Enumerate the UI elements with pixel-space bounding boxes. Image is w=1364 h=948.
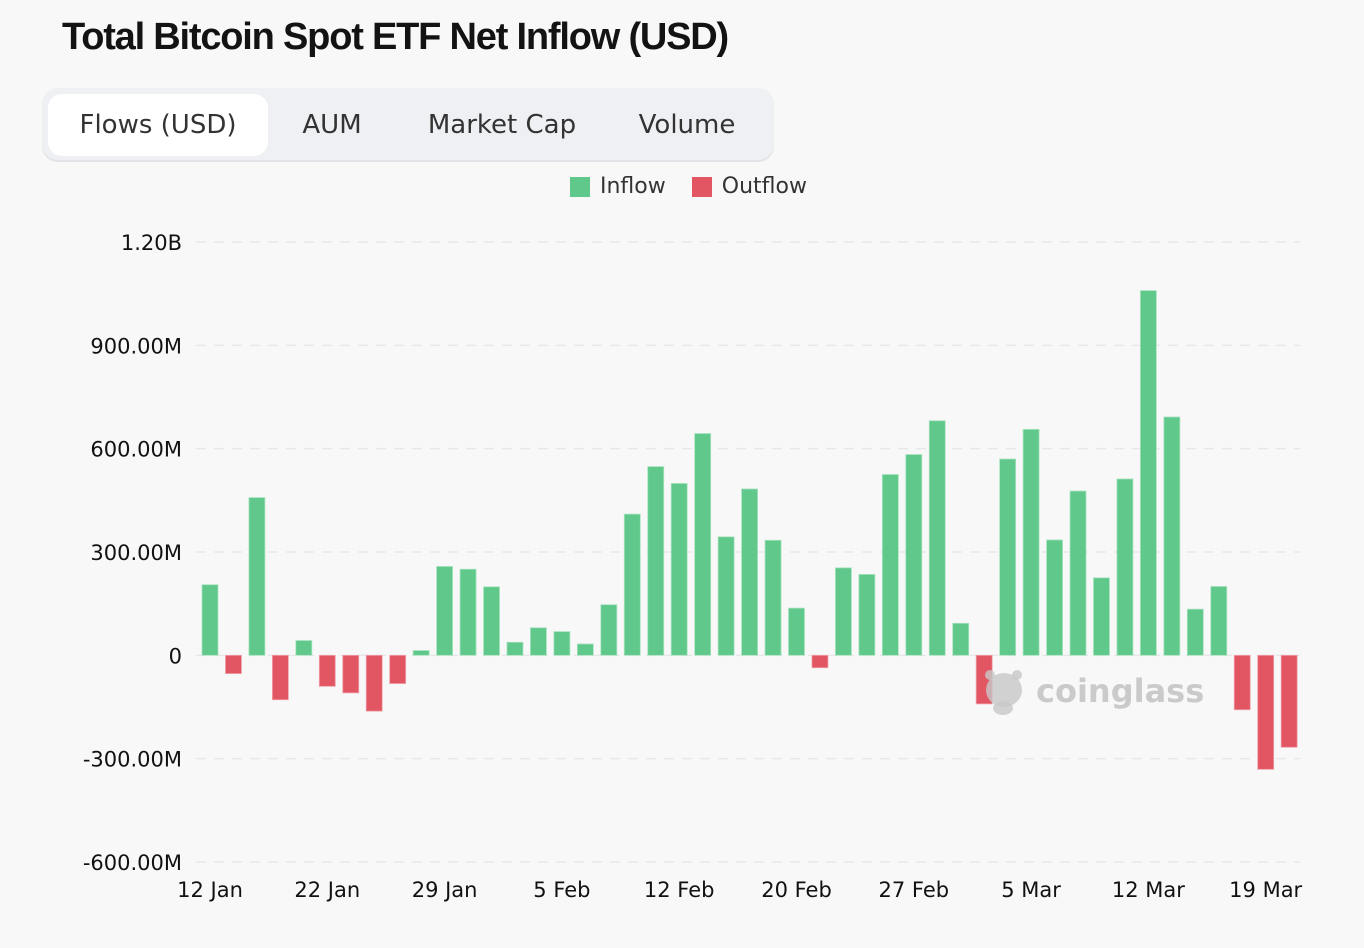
bar-inflow[interactable] bbox=[717, 536, 735, 656]
bar-inflow[interactable] bbox=[506, 641, 524, 656]
bar-inflow[interactable] bbox=[576, 643, 594, 656]
bar-inflow[interactable] bbox=[741, 488, 758, 656]
bar-inflow[interactable] bbox=[1163, 416, 1181, 656]
bar-inflow[interactable] bbox=[623, 513, 641, 656]
y-tick-label: -600.00M bbox=[83, 851, 182, 875]
bar-inflow[interactable] bbox=[436, 566, 454, 656]
y-tick-label: -300.00M bbox=[83, 748, 182, 772]
bar-outflow[interactable] bbox=[389, 654, 407, 684]
y-tick-label: 0 bbox=[169, 644, 182, 668]
bar-inflow[interactable] bbox=[647, 466, 665, 656]
bar-inflow[interactable] bbox=[788, 607, 805, 656]
bar-inflow[interactable] bbox=[1210, 586, 1228, 656]
y-tick-label: 600.00M bbox=[90, 438, 182, 462]
bar-inflow[interactable] bbox=[459, 568, 477, 656]
bar-inflow[interactable] bbox=[952, 622, 970, 656]
bar-inflow[interactable] bbox=[1093, 577, 1110, 656]
bar-inflow[interactable] bbox=[1046, 539, 1063, 656]
watermark-text: coinglass bbox=[1036, 672, 1204, 710]
x-tick-label: 27 Feb bbox=[879, 878, 950, 902]
legend-swatch-inflow bbox=[570, 176, 590, 197]
tab-market-cap[interactable]: Market Cap bbox=[427, 110, 577, 140]
legend-swatch-outflow bbox=[691, 176, 712, 197]
tab-aum[interactable]: AUM bbox=[302, 110, 362, 140]
x-tick-label: 12 Feb bbox=[644, 878, 715, 902]
bar-inflow[interactable] bbox=[881, 474, 899, 656]
bar-inflow[interactable] bbox=[928, 420, 946, 656]
bar-outflow[interactable] bbox=[365, 654, 383, 712]
coinglass-logo-icon bbox=[985, 670, 1022, 715]
bar-inflow[interactable] bbox=[999, 458, 1017, 656]
bar-inflow[interactable] bbox=[412, 650, 430, 656]
tab-flows[interactable]: Flows (USD) bbox=[48, 94, 268, 156]
bar-outflow[interactable] bbox=[1257, 654, 1275, 770]
bar-inflow[interactable] bbox=[248, 497, 266, 656]
bar-inflow[interactable] bbox=[1140, 290, 1157, 656]
bar-outflow[interactable] bbox=[1233, 654, 1251, 711]
bar-inflow[interactable] bbox=[553, 631, 571, 656]
bar-inflow[interactable] bbox=[1116, 478, 1134, 656]
x-tick-label: 20 Feb bbox=[761, 878, 832, 902]
y-tick-label: 900.00M bbox=[90, 334, 182, 358]
bar-outflow[interactable] bbox=[271, 654, 289, 701]
bar-outflow[interactable] bbox=[1280, 654, 1298, 748]
x-tick-label: 22 Jan bbox=[294, 878, 360, 902]
legend-label-inflow: Inflow bbox=[600, 174, 666, 199]
bar-outflow[interactable] bbox=[811, 654, 829, 669]
x-tick-label: 19 Mar bbox=[1229, 878, 1302, 902]
x-tick-label: 5 Feb bbox=[533, 878, 590, 902]
tab-volume[interactable]: Volume bbox=[638, 110, 736, 140]
y-axis: 1.20B 900.00M 600.00M 300.00M 0 -300.00M -600.… bbox=[83, 231, 182, 875]
watermark: coinglass bbox=[985, 670, 1204, 715]
legend-item-outflow[interactable]: Outflow bbox=[691, 174, 807, 199]
bar-inflow[interactable] bbox=[764, 539, 782, 656]
legend-label-outflow: Outflow bbox=[721, 174, 807, 199]
page-title: Total Bitcoin Spot ETF Net Inflow (USD) bbox=[62, 16, 729, 58]
bar-inflow[interactable] bbox=[905, 454, 923, 656]
x-tick-label: 29 Jan bbox=[412, 878, 478, 902]
bar-inflow[interactable] bbox=[530, 627, 547, 656]
bar-inflow[interactable] bbox=[483, 586, 500, 656]
bar-outflow[interactable] bbox=[342, 654, 360, 694]
x-tick-label: 12 Mar bbox=[1112, 878, 1185, 902]
bar-outflow[interactable] bbox=[318, 654, 336, 687]
bar-inflow[interactable] bbox=[1186, 608, 1204, 656]
chart-legend: Inflow Outflow bbox=[570, 174, 833, 199]
y-tick-label: 300.00M bbox=[90, 541, 182, 565]
x-tick-label: 5 Mar bbox=[1001, 878, 1061, 902]
bar-outflow[interactable] bbox=[225, 654, 242, 674]
legend-item-inflow[interactable]: Inflow bbox=[570, 174, 666, 199]
x-tick-label: 12 Jan bbox=[177, 878, 243, 902]
y-tick-label: 1.20B bbox=[121, 231, 182, 255]
x-axis: 12 Jan 22 Jan 29 Jan 5 Feb 12 Feb 20 Feb 27 Fe… bbox=[177, 878, 1302, 902]
bar-inflow[interactable] bbox=[1022, 428, 1040, 656]
bar-inflow[interactable] bbox=[694, 433, 712, 656]
bars bbox=[201, 290, 1298, 770]
bar-inflow[interactable] bbox=[670, 483, 688, 656]
bar-inflow[interactable] bbox=[600, 604, 618, 656]
bar-inflow[interactable] bbox=[201, 584, 219, 656]
tab-bar: Flows (USD) AUM Market Cap Volume bbox=[42, 88, 774, 160]
bar-inflow[interactable] bbox=[1069, 490, 1087, 656]
bar-inflow[interactable] bbox=[835, 567, 852, 656]
bar-inflow[interactable] bbox=[295, 640, 313, 656]
bar-inflow[interactable] bbox=[858, 573, 876, 656]
